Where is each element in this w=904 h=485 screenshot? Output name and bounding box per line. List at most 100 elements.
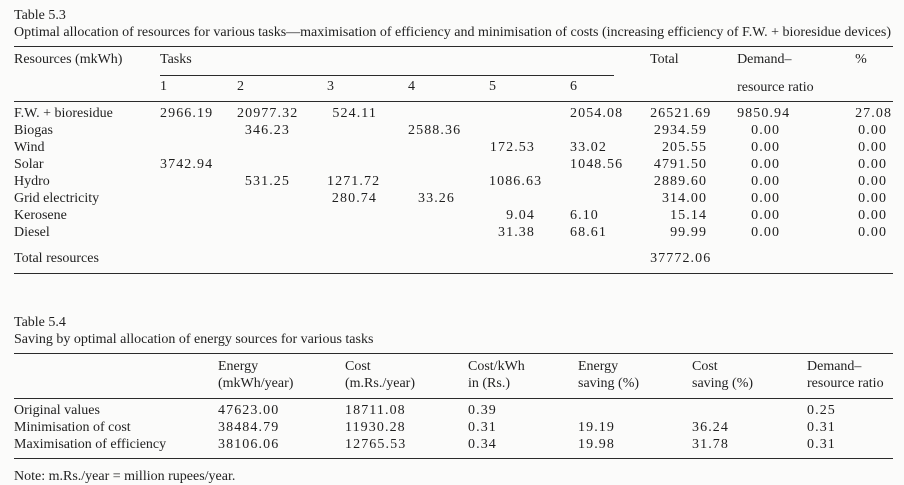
csave-header-line1: Cost — [692, 358, 718, 374]
energy-cell: 38484.79 — [218, 419, 280, 435]
column-header-percent: % — [855, 52, 867, 67]
table-5-4-header: Energy (mkWh/year) Cost (m.Rs./year) Cos… — [14, 353, 893, 398]
percent-cell: 0.00 — [858, 122, 888, 138]
value-cell: 1086.63 — [489, 173, 543, 189]
value-cell — [160, 122, 237, 139]
cost-saving-cell: 36.24 — [692, 419, 729, 435]
value-cell — [160, 173, 237, 190]
resource-label: Solar — [14, 156, 44, 172]
esave-header-line2: saving (%) — [578, 375, 640, 391]
column-header-tasks-group: Tasks — [160, 47, 650, 76]
percent-cell: 0.00 — [858, 173, 888, 189]
demand-header-line1: Demand– — [737, 52, 792, 67]
column-header-task-4: 4 — [408, 79, 415, 94]
total-cell: 15.14 — [670, 207, 708, 223]
column-header-energy: Energy (mkWh/year) — [218, 353, 345, 398]
scenario-label: Maximisation of efficiency — [14, 436, 167, 452]
dr-header-line1: Demand– — [807, 358, 862, 374]
total-cell: 314.00 — [661, 190, 708, 206]
value-cell — [237, 156, 327, 173]
demand-header-line2: resource ratio — [737, 80, 814, 95]
header-row-task-numbers: 1 2 3 4 5 6 — [14, 76, 893, 101]
table-5-4-note: Note: m.Rs./year = million rupees/year. — [14, 468, 236, 484]
value-cell — [237, 224, 327, 241]
percent-cell: 0.00 — [858, 156, 888, 172]
demand-ratio-cell: 0.00 — [751, 139, 781, 155]
value-cell — [408, 101, 489, 122]
percent-cell: 27.08 — [855, 105, 893, 121]
table-row: Minimisation of cost 38484.79 11930.28 0… — [14, 419, 893, 436]
value-cell — [408, 207, 489, 224]
value-cell: 20977.32 — [237, 105, 299, 121]
table-5-3: Resources (mkWh) Tasks Total Demand– res… — [14, 46, 894, 274]
table-row: Original values 47623.00 18711.08 0.39 0… — [14, 398, 893, 419]
value-cell — [489, 101, 570, 122]
empty-cell — [855, 241, 893, 274]
resource-label: Grid electricity — [14, 190, 100, 206]
value-cell: 6.10 — [570, 207, 599, 223]
value-cell — [327, 224, 408, 241]
total-cell: 2934.59 — [653, 122, 708, 138]
tasks-group-label: Tasks — [160, 51, 614, 76]
column-header-task-2: 2 — [237, 79, 244, 94]
total-cell: 2889.60 — [653, 173, 708, 189]
total-cell: 26521.69 — [650, 105, 712, 121]
csave-header-line2: saving (%) — [692, 375, 754, 391]
total-resources-row: Total resources 37772.06 — [14, 241, 893, 274]
demand-ratio-cell: 0.00 — [751, 224, 781, 240]
value-cell — [160, 139, 237, 156]
column-header-energy-saving: Energy saving (%) — [578, 353, 692, 398]
demand-ratio-cell: 0.25 — [807, 402, 836, 418]
value-cell: 33.26 — [418, 190, 455, 206]
value-cell: 68.61 — [570, 224, 607, 240]
value-cell — [570, 122, 650, 139]
demand-ratio-cell: 0.00 — [751, 173, 781, 189]
table-5-4-label: Table 5.4 — [14, 314, 66, 330]
energy-cell: 47623.00 — [218, 402, 280, 418]
empty-cell — [570, 241, 650, 274]
header-row: Energy (mkWh/year) Cost (m.Rs./year) Cos… — [14, 353, 893, 398]
energy-cell: 38106.06 — [218, 436, 280, 452]
value-cell — [408, 139, 489, 156]
empty-cell — [408, 241, 489, 274]
percent-cell: 0.00 — [858, 207, 888, 223]
column-header-task-6: 6 — [570, 79, 577, 94]
column-header-demand-resource-ratio: Demand– resource ratio — [807, 353, 893, 398]
empty-cell — [160, 241, 237, 274]
percent-cell: 0.00 — [858, 190, 888, 206]
empty-cell — [237, 241, 327, 274]
value-cell — [570, 173, 650, 190]
cost-saving-cell: 31.78 — [692, 436, 729, 452]
table-row: Maximisation of efficiency 38106.06 1276… — [14, 436, 893, 459]
energy-header-line2: (mkWh/year) — [218, 375, 294, 391]
value-cell: 172.53 — [489, 139, 535, 155]
cost-per-kwh-cell: 0.31 — [468, 419, 497, 435]
cost-cell: 12765.53 — [345, 436, 407, 452]
column-header-total: Total — [650, 52, 679, 67]
total-resources-label: Total resources — [14, 250, 99, 266]
demand-ratio-cell: 9850.94 — [737, 105, 791, 121]
value-cell — [237, 139, 327, 156]
value-cell — [570, 190, 650, 207]
value-cell: 31.38 — [498, 224, 535, 240]
cost-header-line2: (m.Rs./year) — [345, 375, 415, 391]
value-cell: 531.25 — [244, 173, 290, 189]
table-row: F.W. + bioresidue 2966.19 20977.32 524.1… — [14, 101, 893, 122]
value-cell: 1271.72 — [327, 173, 381, 189]
column-header-task-3: 3 — [327, 79, 334, 94]
esave-header-line1: Energy — [578, 358, 619, 374]
energy-header-line1: Energy — [218, 358, 259, 374]
value-cell: 3742.94 — [160, 156, 214, 172]
empty-cell — [327, 241, 408, 274]
value-cell: 280.74 — [331, 190, 377, 206]
percent-cell: 0.00 — [858, 139, 888, 155]
value-cell: 1048.56 — [570, 156, 624, 172]
table-row: Biogas 346.23 2588.36 2934.59 0.00 0.00 — [14, 122, 893, 139]
resource-label: Kerosene — [14, 207, 67, 223]
table-5-4-caption: Saving by optimal allocation of energy s… — [14, 331, 374, 347]
scenario-label: Minimisation of cost — [14, 419, 131, 435]
total-cell: 4791.50 — [653, 156, 708, 172]
scenario-label: Original values — [14, 402, 100, 418]
percent-cell: 0.00 — [858, 224, 888, 240]
